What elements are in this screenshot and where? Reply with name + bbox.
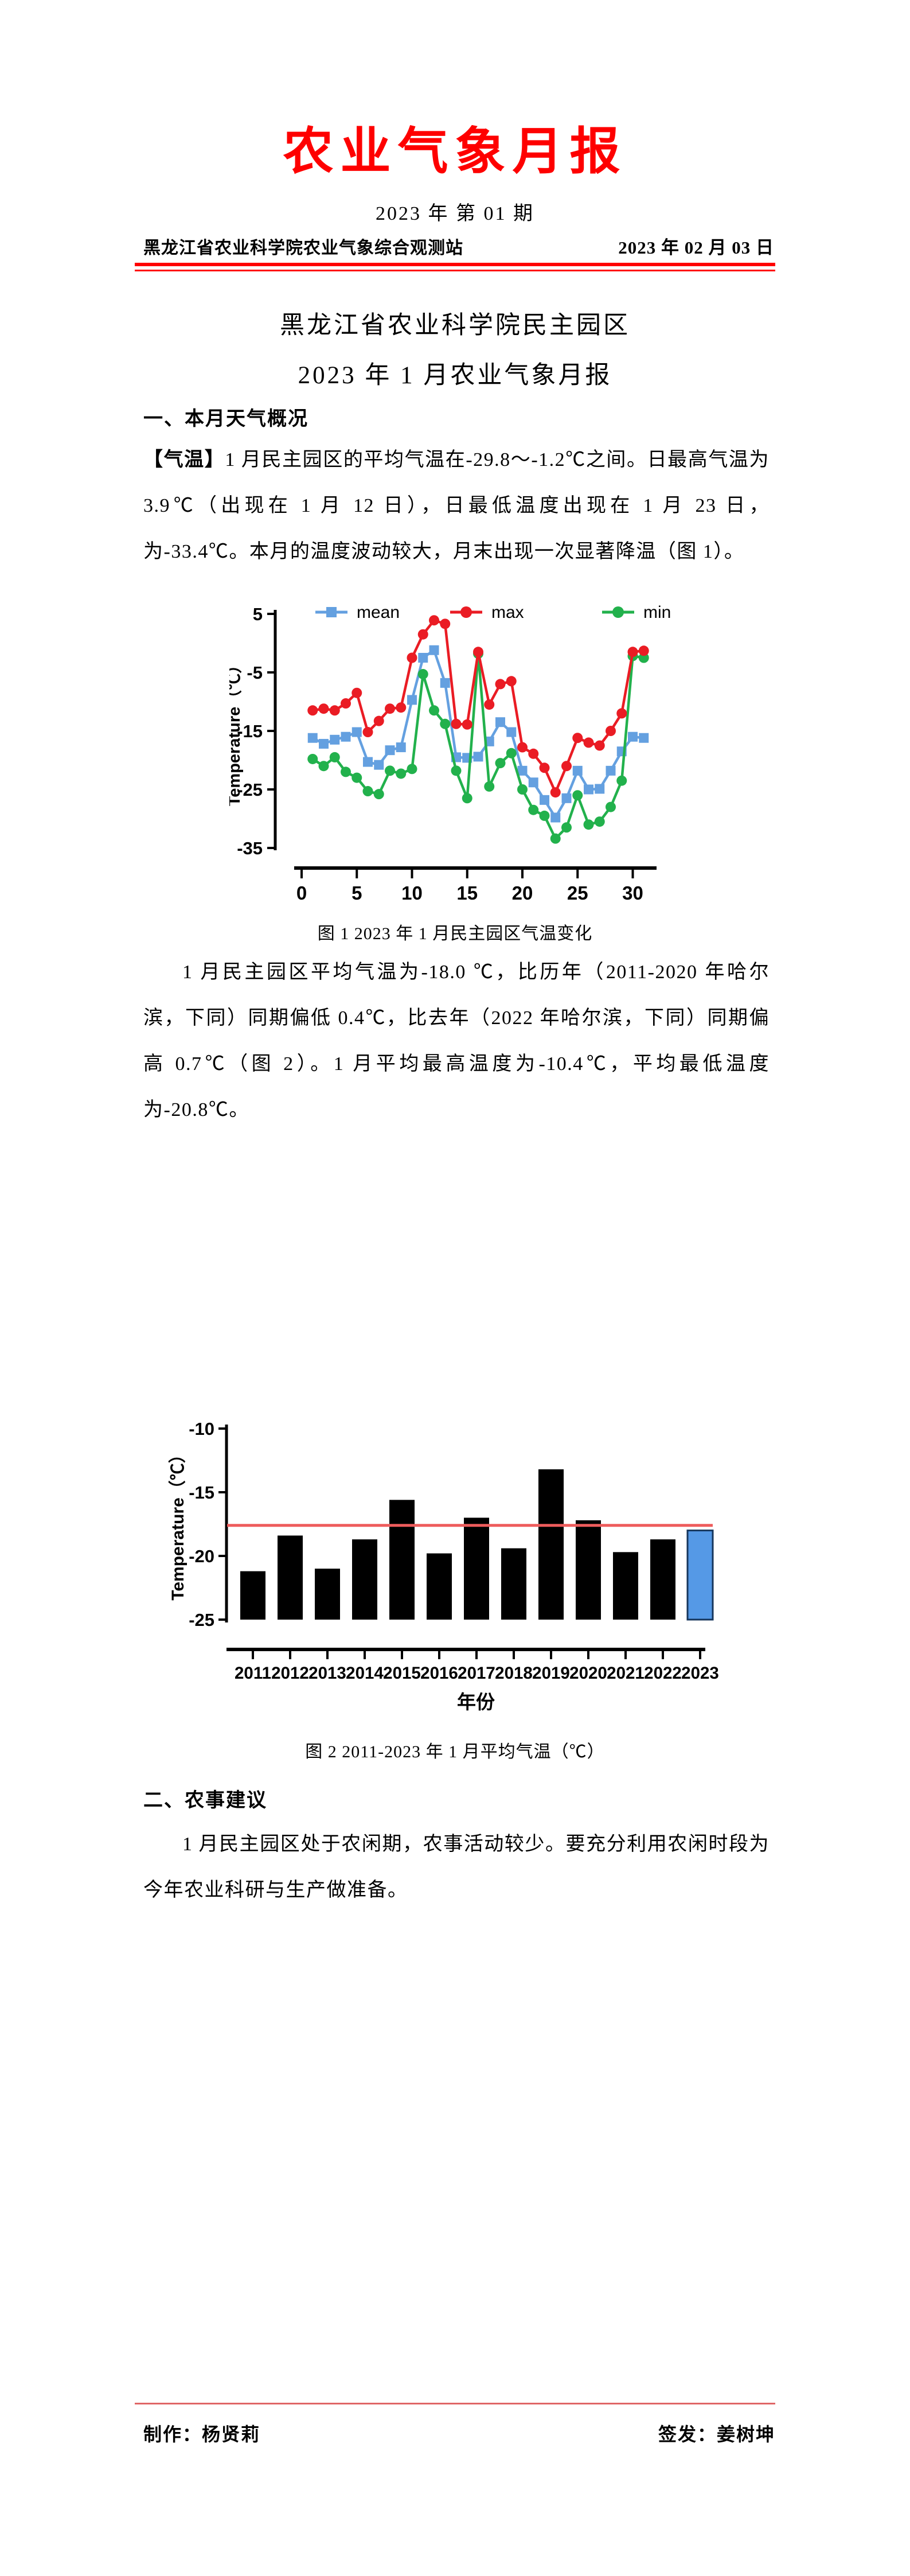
svg-text:2011: 2011 [235, 1664, 271, 1683]
svg-text:5: 5 [253, 604, 263, 624]
svg-text:2022: 2022 [644, 1664, 682, 1683]
section1-heading: 一、本月天气概况 [143, 408, 308, 430]
svg-text:min: min [643, 603, 671, 622]
svg-text:5: 5 [351, 882, 362, 904]
svg-text:2019: 2019 [532, 1664, 570, 1683]
footer-signer: 签发：姜树坤 [658, 2424, 775, 2445]
svg-text:-35: -35 [237, 838, 263, 858]
temperature-label: 【气温】 [143, 449, 225, 470]
svg-text:2014: 2014 [346, 1664, 384, 1683]
svg-text:2015: 2015 [383, 1664, 421, 1683]
svg-text:2018: 2018 [495, 1664, 533, 1683]
svg-text:Temperature（℃）: Temperature（℃） [168, 1446, 188, 1601]
svg-text:2016: 2016 [420, 1664, 458, 1683]
svg-text:10: 10 [401, 882, 423, 904]
footer: 制作：杨贤莉 签发：姜树坤 [143, 2420, 775, 2446]
issue-date: 2023 年 02 月 03 日 [618, 238, 774, 258]
monthly-comparison-paragraph: 1 月民主园区平均气温为-18.0 ℃，比历年（2011-2020 年哈尔滨，下… [143, 962, 770, 1120]
svg-text:Temperature（℃）: Temperature（℃） [229, 657, 244, 807]
svg-text:2021: 2021 [607, 1664, 645, 1683]
station-name: 黑龙江省农业科学院农业气象综合观测站 [143, 239, 463, 258]
svg-text:20: 20 [512, 882, 533, 904]
page-title: 农业气象月报 [283, 124, 627, 180]
svg-text:2012: 2012 [271, 1664, 309, 1683]
svg-text:-15: -15 [189, 1482, 214, 1503]
figure1-caption: 图 1 2023 年 1 月民主园区气温变化 [317, 924, 593, 943]
figure2-caption: 图 2 2011-2023 年 1 月平均气温（℃） [305, 1742, 605, 1761]
svg-text:25: 25 [567, 882, 588, 904]
footer-maker: 制作：杨贤莉 [143, 2424, 261, 2445]
svg-text:-20: -20 [189, 1546, 214, 1566]
svg-text:2013: 2013 [308, 1664, 346, 1683]
svg-text:-5: -5 [247, 663, 263, 683]
masthead-rule-thin [135, 270, 775, 271]
svg-text:-25: -25 [189, 1610, 214, 1630]
report-subtitle-org: 黑龙江省农业科学院民主园区 [280, 312, 630, 339]
svg-text:mean: mean [357, 603, 400, 622]
svg-text:年份: 年份 [457, 1691, 495, 1713]
weather-overview-paragraph: 【气温】1 月民主园区的平均气温在-29.8～-1.2℃之间。日最高气温为 3.… [143, 437, 770, 575]
issue-number: 2023 年 第 01 期 [376, 203, 534, 224]
svg-text:2023: 2023 [681, 1664, 719, 1683]
section2-heading: 二、农事建议 [143, 1789, 267, 1811]
svg-text:0: 0 [296, 882, 307, 904]
masthead: 黑龙江省农业科学院农业气象综合观测站 2023 年 02 月 03 日 [143, 233, 774, 259]
temperature-text: 1 月民主园区的平均气温在-29.8～-1.2℃之间。日最高气温为 3.9℃（出… [143, 449, 770, 562]
svg-text:2020: 2020 [569, 1664, 607, 1683]
svg-text:max: max [491, 603, 524, 622]
daily-temperature-chart: mean max min 5 -5 -15 -25 -35 Temperature（℃） 0 5 10… [229, 603, 671, 904]
report-subtitle-month: 2023 年 1 月农业气象月报 [298, 362, 612, 389]
farming-advice-paragraph: 1 月民主园区处于农闲期，农事活动较少。要充分利用农闲时段为今年农业科研与生产做… [143, 1834, 770, 1901]
svg-text:15: 15 [456, 882, 478, 904]
figure2-bar-chart: -10 -15 -20 -25 Temperature（℃） 2011 2012 2013 20… [166, 1377, 780, 1721]
svg-text:-10: -10 [189, 1419, 214, 1439]
svg-text:30: 30 [622, 882, 643, 904]
figure1-line-chart: mean max min 5 -5 -15 -25 -35 Temperature（℃） 0 5 10… [229, 591, 677, 912]
svg-text:-25: -25 [237, 780, 263, 800]
footer-rule [135, 2403, 775, 2404]
svg-text:-15: -15 [237, 721, 263, 741]
masthead-rule-thick [135, 263, 775, 266]
svg-text:2017: 2017 [458, 1664, 495, 1683]
